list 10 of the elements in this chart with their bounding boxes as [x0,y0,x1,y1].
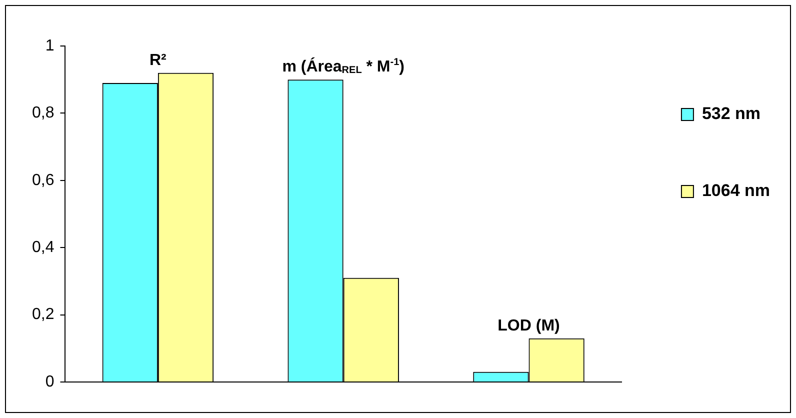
y-tick-label: 0,2 [32,306,54,324]
y-tick-label: 0,6 [32,172,54,189]
legend-label: 1064 nm [702,181,770,200]
y-tick-label: 0,4 [32,239,54,256]
legend-label: 532 nm [702,104,761,124]
y-tick-label: 0 [45,373,54,390]
y-tick-label: 0,8 [32,104,54,122]
x-tick-label: R² [150,52,166,69]
y-tick-label: 1 [45,37,54,54]
x-tick-label: LOD (M) [498,317,560,334]
